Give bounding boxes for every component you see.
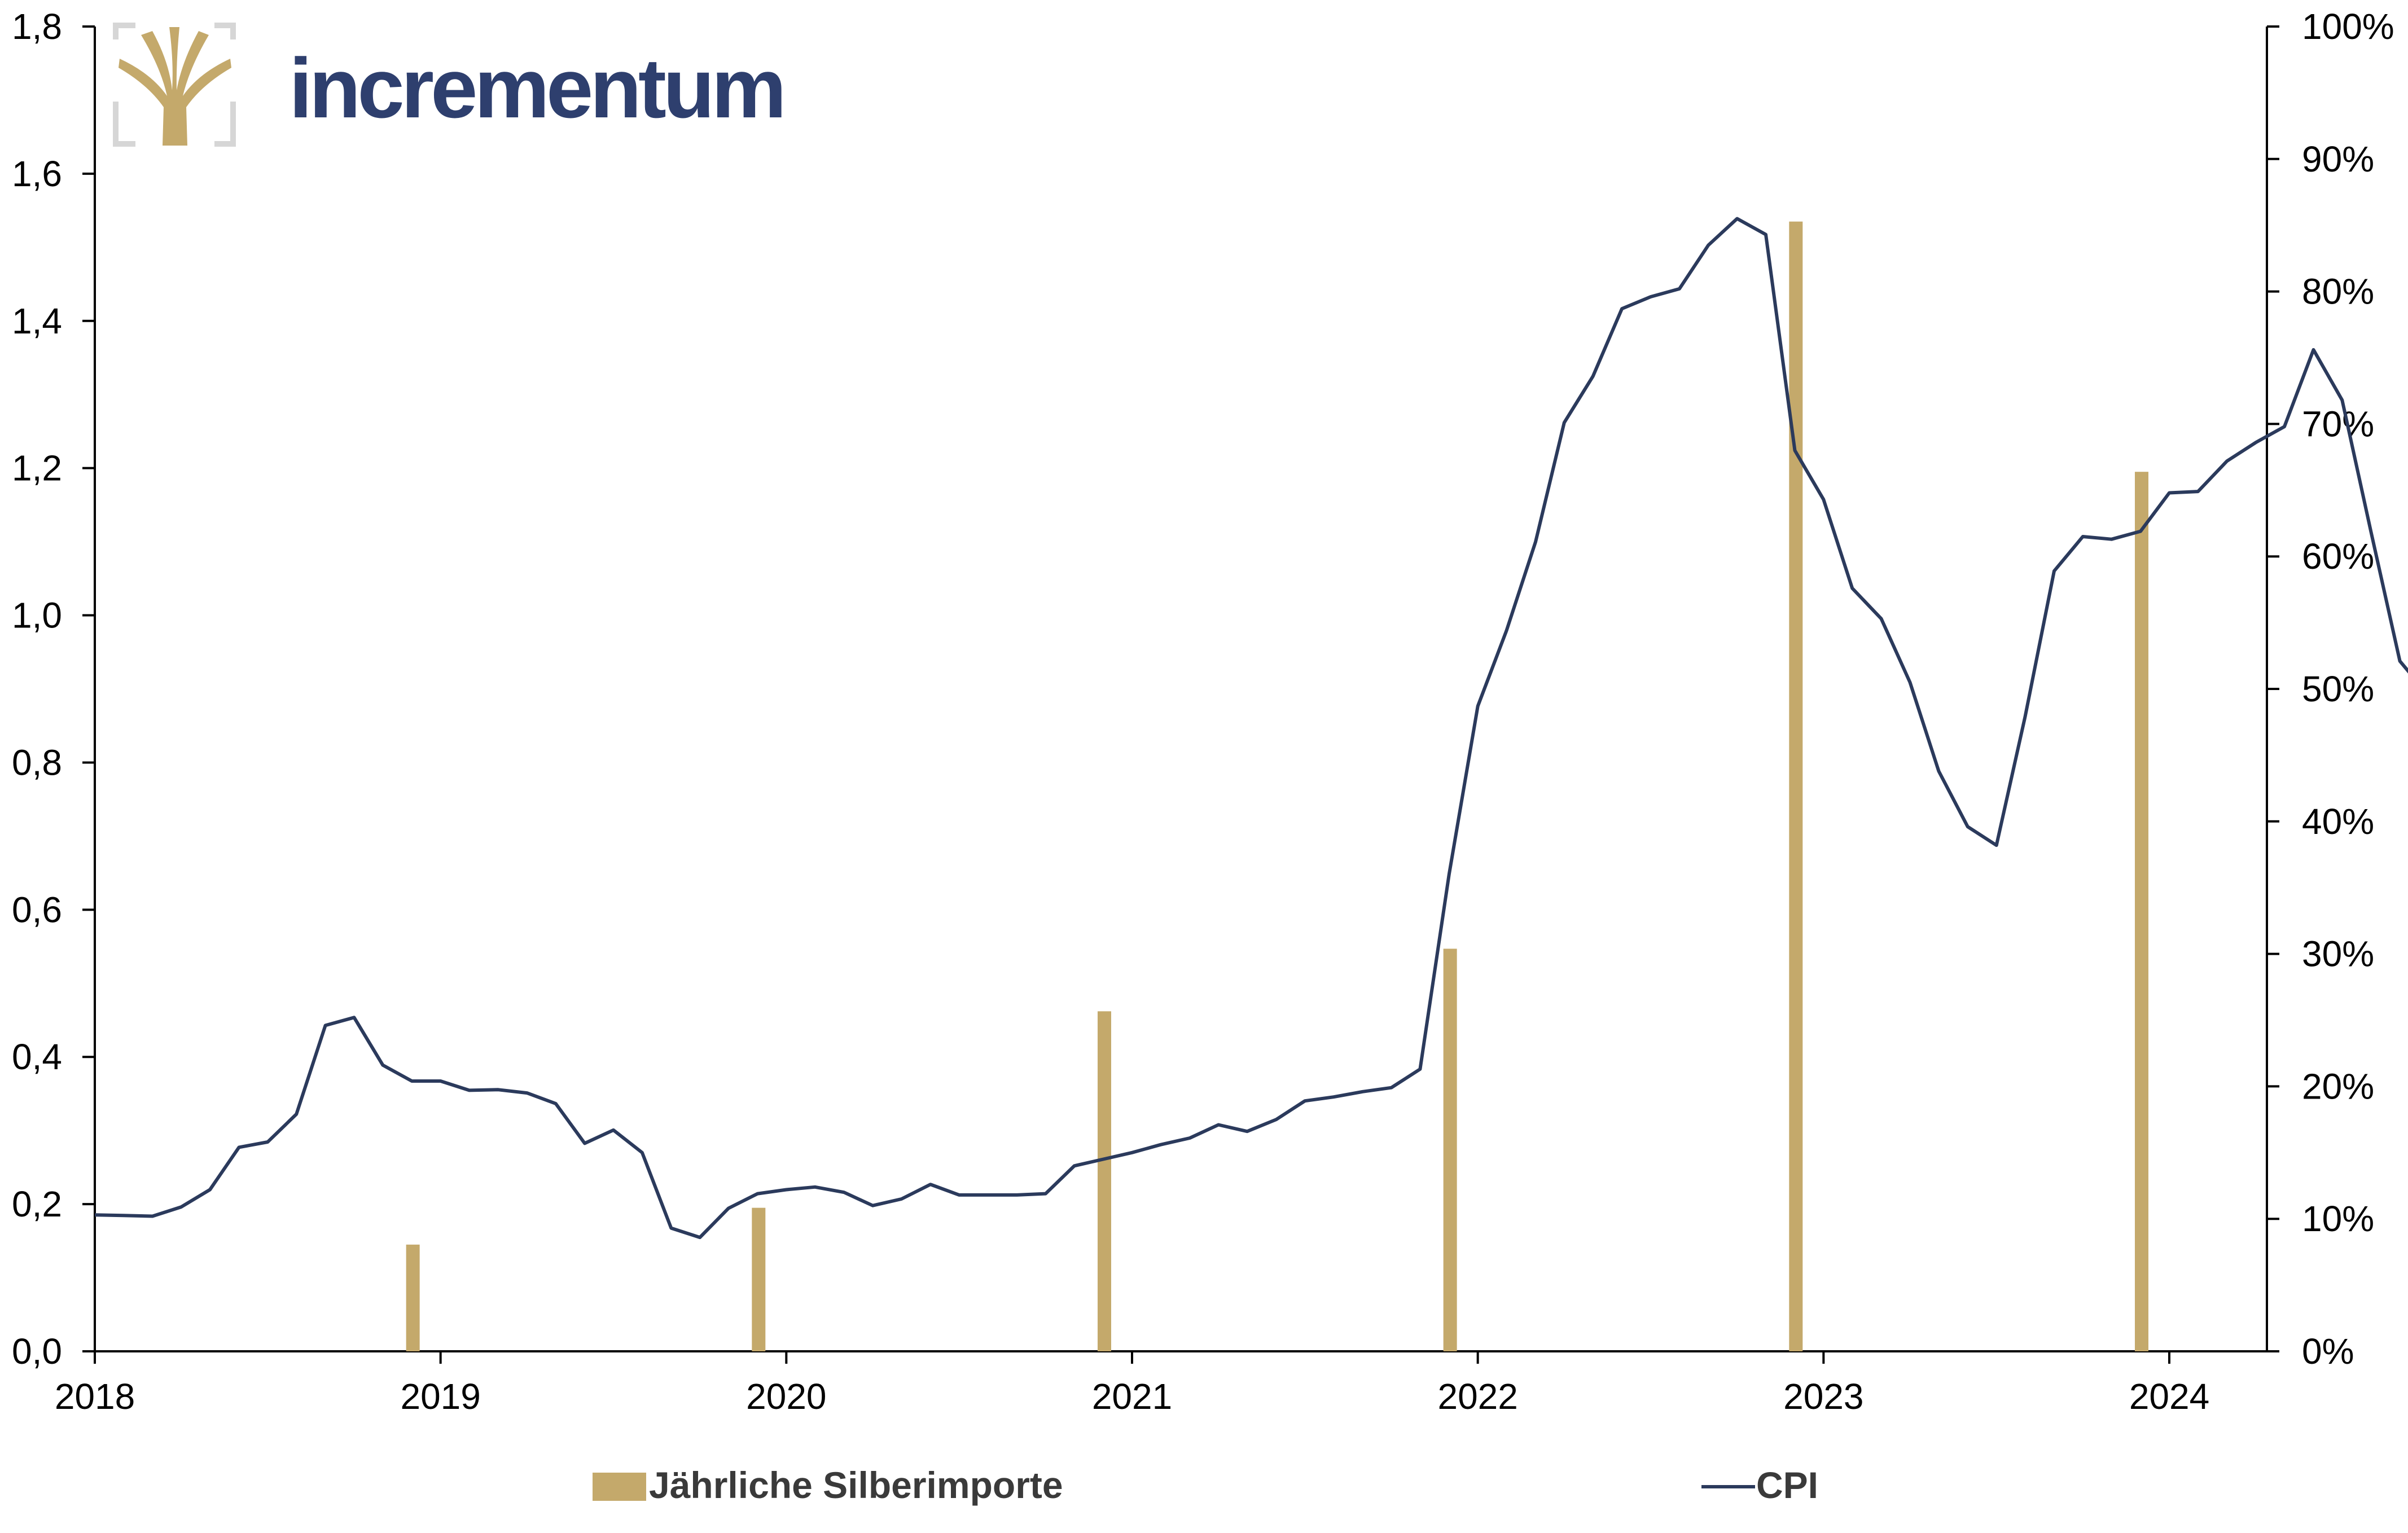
cpi-line [94,217,2408,1240]
legend-swatch-bars [593,1473,646,1501]
axes [94,27,2268,1352]
bar [752,1207,766,1351]
legend-label-line: CPI [1756,1464,1818,1506]
logo-frame-gap [112,39,120,102]
logo-frame-gap [135,23,214,30]
bar [1443,948,1457,1351]
y-right-tick-label: 50% [2302,669,2374,709]
y-right-tick-label: 10% [2302,1198,2374,1239]
line-series [94,217,2408,1240]
x-tick-label: 2019 [400,1376,480,1417]
y-left-tick-label: 0,0 [12,1331,62,1372]
legend-label-bars: Jährliche Silberimporte [649,1464,1063,1506]
x-tick-label: 2022 [1437,1376,1517,1417]
y-left-tick-label: 1,6 [12,153,62,194]
y-right-tick-label: 0% [2302,1331,2354,1372]
y-left-tick-label: 0,4 [12,1036,62,1077]
tree-logo-icon [112,23,237,148]
y-right-tick-label: 60% [2302,536,2374,577]
x-tick-label: 2024 [2129,1376,2209,1417]
y-left-tick-label: 0,6 [12,889,62,930]
y-right-tick-label: 90% [2302,139,2374,179]
brand-name: incrementum [289,41,783,135]
y-right-tick-label: 40% [2302,801,2374,842]
legend: Jährliche Silberimporte CPI [593,1464,1818,1506]
y-right-tick-label: 70% [2302,403,2374,444]
y-right-tick-label: 20% [2302,1066,2374,1106]
logo-frame-gap [229,39,237,102]
bar [2134,472,2148,1351]
y-right-tick-label: 100% [2302,6,2394,47]
bar-series [406,221,2148,1352]
x-tick-label: 2020 [746,1376,826,1417]
y-left-tick-label: 0,2 [12,1184,62,1224]
logo-tree [119,27,231,146]
y-left-tick-label: 1,0 [12,595,62,636]
x-tick-label: 2018 [55,1376,135,1417]
y-right-tick-label: 30% [2302,934,2374,974]
y-left-tick-label: 1,2 [12,448,62,489]
bar [1097,1011,1111,1351]
y-axis-right: 0% 10% 20% 30% 40% 50% 60% 70% 80% 90% 100% [2267,6,2394,1372]
y-left-tick-label: 1,8 [12,6,62,47]
x-axis: 2018 2019 2020 2021 2022 2023 2024 [55,1351,2209,1417]
bar [406,1244,420,1351]
x-tick-label: 2021 [1092,1376,1172,1417]
y-right-tick-label: 80% [2302,271,2374,312]
y-left-tick-label: 1,4 [12,301,62,341]
x-tick-label: 2023 [1783,1376,1863,1417]
y-axis-left: 0,0 0,2 0,4 0,6 0,8 1,0 1,2 1,4 1,6 1,8 [12,6,95,1372]
bar [1789,221,1803,1352]
y-left-tick-label: 0,8 [12,742,62,783]
